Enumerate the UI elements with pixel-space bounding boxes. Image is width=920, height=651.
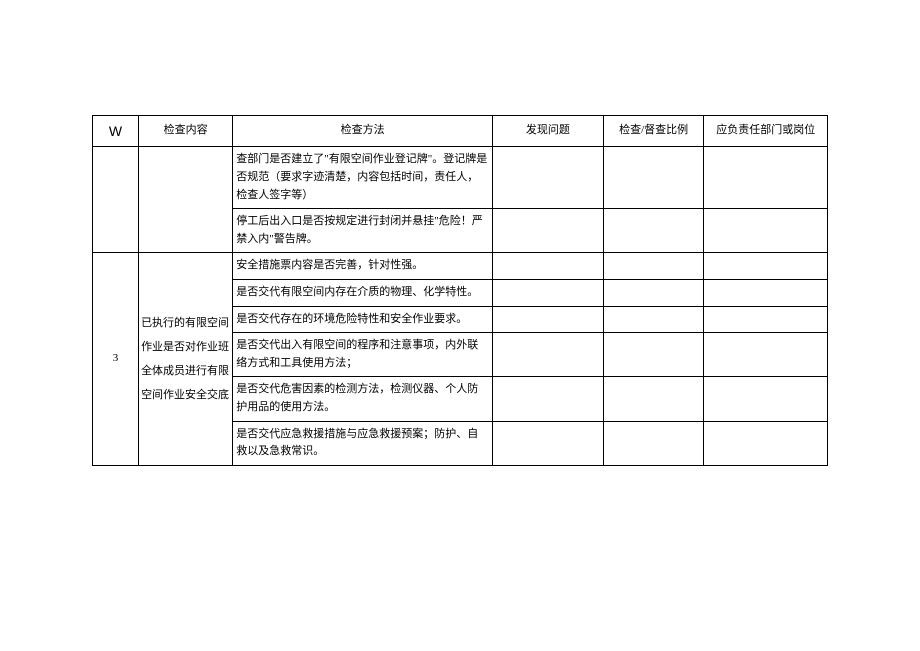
cell-method: 停工后出入口是否按规定进行封闭并悬挂"危险！严禁入内"警告牌。 (233, 209, 493, 253)
cell-ratio (603, 306, 704, 333)
cell-num (93, 147, 139, 253)
cell-problem (492, 209, 603, 253)
cell-problem (492, 147, 603, 209)
cell-dept (704, 253, 828, 280)
table-row: 3 已执行的有限空间作业是否对作业班全体成员进行有限空间作业安全交底 安全措施票… (93, 253, 828, 280)
cell-method: 是否交代应急救援措施与应急救援预案；防护、自救以及急救常识。 (233, 421, 493, 465)
cell-ratio (603, 421, 704, 465)
cell-dept (704, 333, 828, 377)
header-ratio: 检查/督查比例 (603, 116, 704, 147)
cell-dept (704, 147, 828, 209)
cell-dept (704, 209, 828, 253)
cell-method: 是否交代出入有限空间的程序和注意事项，内外联络方式和工具使用方法； (233, 333, 493, 377)
cell-content (139, 147, 233, 253)
cell-problem (492, 377, 603, 421)
cell-ratio (603, 209, 704, 253)
cell-problem (492, 333, 603, 377)
cell-method: 是否交代存在的环境危险特性和安全作业要求。 (233, 306, 493, 333)
cell-content: 已执行的有限空间作业是否对作业班全体成员进行有限空间作业安全交底 (139, 253, 233, 465)
header-content: 检查内容 (139, 116, 233, 147)
cell-problem (492, 253, 603, 280)
inspection-table: W 检查内容 检查方法 发现问题 检查/督查比例 应负责任部门或岗位 查部门是否… (92, 115, 828, 466)
cell-method: 查部门是否建立了"有限空间作业登记牌"。登记牌是否规范（要求字迹清楚，内容包括时… (233, 147, 493, 209)
cell-ratio (603, 279, 704, 306)
table-row: 查部门是否建立了"有限空间作业登记牌"。登记牌是否规范（要求字迹清楚，内容包括时… (93, 147, 828, 209)
cell-ratio (603, 333, 704, 377)
header-num: W (93, 116, 139, 147)
cell-ratio (603, 147, 704, 209)
cell-dept (704, 377, 828, 421)
cell-problem (492, 279, 603, 306)
cell-problem (492, 306, 603, 333)
cell-method: 是否交代有限空间内存在介质的物理、化学特性。 (233, 279, 493, 306)
cell-problem (492, 421, 603, 465)
cell-dept (704, 421, 828, 465)
header-problem: 发现问题 (492, 116, 603, 147)
header-method: 检查方法 (233, 116, 493, 147)
cell-dept (704, 306, 828, 333)
cell-method: 安全措施票内容是否完善，针对性强。 (233, 253, 493, 280)
cell-dept (704, 279, 828, 306)
cell-ratio (603, 377, 704, 421)
header-row: W 检查内容 检查方法 发现问题 检查/督查比例 应负责任部门或岗位 (93, 116, 828, 147)
cell-num: 3 (93, 253, 139, 465)
cell-method: 是否交代危害因素的检测方法，检测仪器、个人防护用品的使用方法。 (233, 377, 493, 421)
header-dept: 应负责任部门或岗位 (704, 116, 828, 147)
cell-ratio (603, 253, 704, 280)
